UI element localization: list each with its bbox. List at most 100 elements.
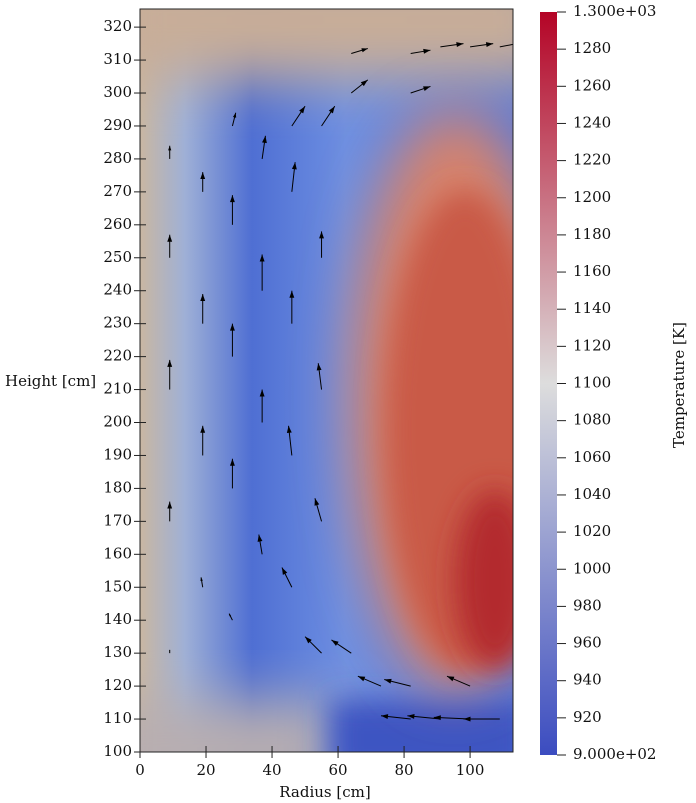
velocity-arrow <box>291 162 297 192</box>
arrow-head <box>361 48 368 53</box>
arrow-head <box>360 79 368 87</box>
velocity-arrow <box>446 675 471 687</box>
y-tick-label: 250 <box>103 248 132 266</box>
y-tick-label: 320 <box>103 17 132 35</box>
velocity-arrow <box>410 85 431 94</box>
arrow-head <box>167 234 173 242</box>
velocity-arrow <box>168 145 172 159</box>
arrow-shaft <box>499 43 513 48</box>
colorbar-tick-label: 1160 <box>573 262 611 280</box>
velocity-arrow <box>410 48 431 54</box>
velocity-arrow <box>470 42 494 48</box>
velocity-arrow <box>257 534 263 555</box>
x-tick-label: 80 <box>395 761 414 779</box>
velocity-arrow <box>304 636 322 654</box>
y-tick-label: 120 <box>103 676 132 694</box>
arrow-head <box>433 715 441 721</box>
y-tick-label: 170 <box>103 511 132 529</box>
x-axis-label: Radius [cm] <box>279 783 370 801</box>
velocity-arrow <box>319 231 324 258</box>
y-tick-label: 240 <box>103 281 132 299</box>
colorbar-tick-label: 1100 <box>573 374 611 392</box>
arrow-head <box>259 389 265 397</box>
velocity-arrow <box>200 172 206 192</box>
y-tick-label: 140 <box>103 610 132 628</box>
velocity-arrow <box>167 359 173 390</box>
velocity-arrow <box>384 678 411 687</box>
velocity-arrow <box>200 425 206 456</box>
arrow-head <box>200 577 203 582</box>
temperature-field <box>140 9 526 752</box>
arrow-head <box>384 678 392 684</box>
colorbar-tick-label: 980 <box>573 596 602 614</box>
arrow-head <box>200 172 206 180</box>
y-tick-label: 230 <box>103 314 132 332</box>
velocity-arrow <box>286 425 293 456</box>
arrow-head <box>200 425 206 433</box>
arrow-head <box>169 649 171 652</box>
velocity-arrow <box>316 363 323 390</box>
velocity-arrow <box>357 675 382 687</box>
velocity-arrow <box>407 714 441 720</box>
velocity-arrow <box>259 254 265 291</box>
arrow-head <box>423 86 431 91</box>
arrow-head <box>167 359 173 367</box>
colorbar-tick-label: 940 <box>573 671 602 689</box>
arrow-head <box>423 48 431 54</box>
y-tick-label: 270 <box>103 182 132 200</box>
velocity-arrow <box>229 458 235 489</box>
colorbar-tick-label: 9.000e+02 <box>573 745 656 763</box>
velocity-arrow <box>231 112 237 127</box>
velocity-arrow <box>281 567 293 588</box>
velocity-arrow <box>289 290 295 324</box>
arrow-head <box>167 501 173 509</box>
colorbar-tick-label: 1200 <box>573 188 611 206</box>
velocity-arrow <box>200 577 204 588</box>
arrow-head <box>519 41 526 46</box>
colorbar-tick-label: 1040 <box>573 485 611 503</box>
y-tick-label: 290 <box>103 116 132 134</box>
arrow-head <box>229 613 232 617</box>
velocity-arrow <box>380 714 411 720</box>
arrow-head <box>259 254 265 262</box>
arrow-head <box>446 676 455 682</box>
velocity-arrow <box>261 135 267 159</box>
y-tick-label: 310 <box>103 50 132 68</box>
arrow-head <box>286 425 292 434</box>
arrow-head <box>229 195 235 203</box>
velocity-arrow <box>351 48 368 54</box>
arrow-head <box>257 534 263 542</box>
x-tick-label: 20 <box>196 761 215 779</box>
velocity-arrow <box>167 501 173 522</box>
velocity-arrow <box>314 498 323 522</box>
colorbar-tick-label: 1180 <box>573 225 611 243</box>
colorbar-tick-label: 1240 <box>573 113 611 131</box>
colorbar-tick-label: 960 <box>573 634 602 652</box>
velocity-arrow <box>259 389 265 423</box>
x-tick-label: 40 <box>262 761 281 779</box>
arrow-head <box>305 636 312 644</box>
arrow-head <box>291 162 297 170</box>
arrow-head <box>316 363 322 371</box>
colorbar-tick-label: 1260 <box>573 76 611 94</box>
y-tick-label: 150 <box>103 577 132 595</box>
velocity-arrow <box>200 294 206 324</box>
colorbar-tick-label: 1000 <box>573 559 611 577</box>
x-tick-label: 0 <box>135 761 145 779</box>
y-tick-label: 190 <box>103 445 132 463</box>
y-tick-label: 110 <box>103 709 132 727</box>
colorbar-tick-label: 920 <box>573 708 602 726</box>
arrow-head <box>357 676 366 682</box>
arrow-head <box>262 135 267 144</box>
velocity-arrow <box>321 105 336 127</box>
y-tick-label: 180 <box>103 478 132 496</box>
colorbar-tick-label: 1140 <box>573 299 611 317</box>
colorbar-tick-label: 1120 <box>573 336 611 354</box>
colorbar-tick-label: 1020 <box>573 522 611 540</box>
velocity-arrow <box>331 639 352 654</box>
y-tick-label: 130 <box>103 643 132 661</box>
arrow-head <box>289 290 295 298</box>
colorbar <box>540 12 557 755</box>
arrow-head <box>229 458 235 466</box>
